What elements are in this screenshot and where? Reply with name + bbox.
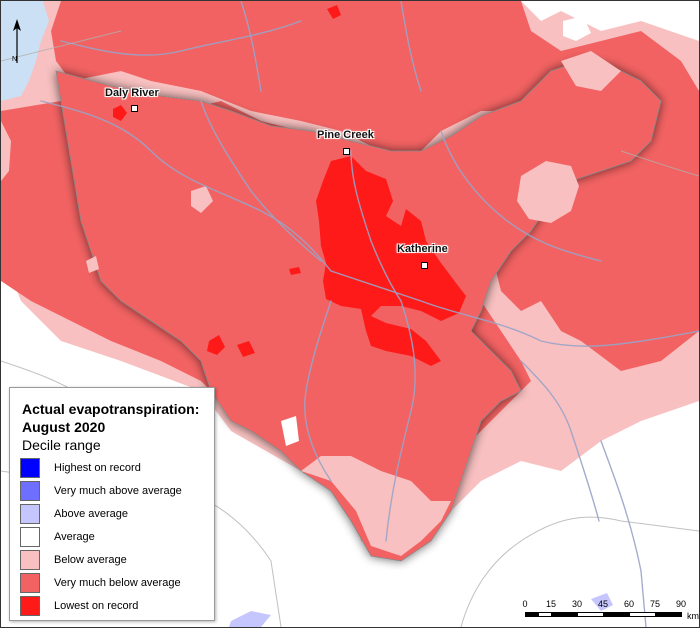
legend-label: Very much below average — [54, 577, 181, 589]
sea-region — [1, 1, 49, 101]
legend-swatch — [20, 550, 40, 570]
legend-panel: Actual evapotranspiration: August 2020 D… — [9, 387, 215, 621]
legend-swatch — [20, 481, 40, 501]
place-label-pine-creek: Pine Creek — [317, 129, 374, 141]
scale-segment — [525, 612, 539, 617]
scale-tick: 45 — [597, 599, 609, 609]
scale-segment — [538, 612, 552, 617]
lowest-on-record-west-b — [237, 341, 255, 357]
legend-subtitle: Decile range — [22, 437, 101, 453]
legend-label: Very much above average — [54, 485, 182, 497]
place-marker-pine-creek — [343, 148, 350, 155]
scale-tick: 60 — [623, 599, 635, 609]
legend-label: Lowest on record — [54, 600, 139, 612]
place-marker-daly-river — [131, 105, 138, 112]
place-marker-katherine — [421, 262, 428, 269]
legend-swatch — [20, 458, 40, 478]
legend-label: Below average — [54, 554, 127, 566]
lowest-on-record-north — [327, 5, 341, 19]
lowest-on-record-small — [289, 267, 301, 275]
lowest-on-record-daly — [113, 105, 127, 121]
scale-tick: 90 — [675, 599, 687, 609]
average-region-northeast — [521, 1, 699, 41]
legend-swatch — [20, 596, 40, 616]
average-patch-center — [281, 416, 299, 446]
above-average-patch-a — [229, 611, 271, 627]
below-average-patch-northeast — [561, 51, 621, 91]
legend-label: Highest on record — [54, 462, 141, 474]
below-average-patch-west — [1, 121, 11, 181]
scale-segment — [551, 612, 578, 617]
place-label-daly-river: Daly River — [105, 87, 159, 99]
below-average-patch-small1 — [191, 186, 213, 213]
scale-segment — [577, 612, 604, 617]
scale-tick: 75 — [649, 599, 661, 609]
lowest-on-record-west-a — [207, 335, 225, 355]
below-average-patch-small3 — [86, 256, 99, 273]
below-average-patch-east — [517, 161, 579, 223]
place-label-katherine: Katherine — [397, 243, 448, 255]
scale-segment — [655, 612, 682, 617]
scale-tick: 30 — [571, 599, 583, 609]
north-label: N — [12, 56, 18, 63]
legend-label: Average — [54, 531, 95, 543]
scale-tick: 0 — [522, 599, 528, 609]
below-average-patch-south — [301, 456, 451, 556]
above-average-patch-b — [591, 593, 613, 611]
scale-unit: km — [687, 611, 699, 621]
scale-tick: 15 — [545, 599, 557, 609]
legend-swatch — [20, 527, 40, 547]
legend-swatch — [20, 504, 40, 524]
legend-swatch — [20, 573, 40, 593]
scale-bar: 0 15 30 45 60 75 90 km — [521, 599, 699, 623]
scale-segment — [603, 612, 630, 617]
north-arrow-icon — [13, 19, 21, 63]
average-patch-northeast — [563, 16, 591, 41]
legend-label: Above average — [54, 508, 128, 520]
river-network — [40, 1, 699, 627]
scale-segment — [629, 612, 656, 617]
lowest-on-record-core — [316, 156, 466, 366]
legend-title: Actual evapotranspiration: August 2020 — [22, 401, 200, 435]
catchment-boundary — [55, 60, 662, 562]
